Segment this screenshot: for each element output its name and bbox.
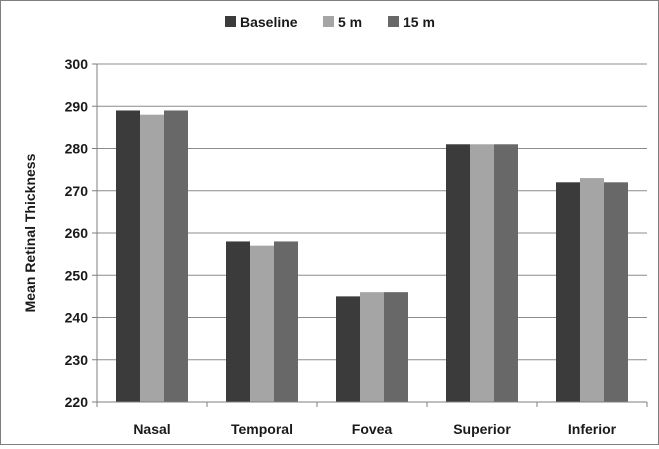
x-category-labels: Nasal Temporal Fovea Superior Inferior bbox=[133, 421, 616, 437]
legend-swatch bbox=[388, 16, 399, 27]
y-tick-label: 220 bbox=[65, 394, 89, 410]
bar-fovea-baseline bbox=[336, 296, 360, 402]
y-tick-label: 250 bbox=[65, 267, 89, 283]
bar-superior-baseline bbox=[446, 144, 470, 402]
x-category-label: Temporal bbox=[231, 421, 293, 437]
bar-nasal-15-m bbox=[164, 110, 188, 402]
y-tick-label: 300 bbox=[65, 56, 89, 72]
y-tick-label: 240 bbox=[65, 310, 89, 326]
bar-superior-5-m bbox=[470, 144, 494, 402]
bar-temporal-15-m bbox=[274, 241, 298, 402]
bar-temporal-5-m bbox=[250, 245, 274, 402]
legend-label: Baseline bbox=[240, 14, 298, 30]
bar-inferior-15-m bbox=[604, 182, 628, 402]
bar-nasal-baseline bbox=[116, 110, 140, 402]
y-tick-label: 280 bbox=[65, 141, 89, 157]
legend-label: 15 m bbox=[403, 14, 435, 30]
legend-label: 5 m bbox=[338, 14, 362, 30]
x-category-label: Inferior bbox=[568, 421, 617, 437]
axes bbox=[92, 63, 648, 407]
y-axis-label: Mean Retinal Thickness bbox=[22, 153, 38, 312]
legend-swatch bbox=[323, 16, 334, 27]
bars bbox=[116, 110, 628, 402]
x-category-label: Nasal bbox=[133, 421, 170, 437]
gridlines bbox=[97, 63, 647, 361]
bar-inferior-baseline bbox=[556, 182, 580, 402]
y-tick-labels: 220 230 240 250 260 270 280 290 300 bbox=[65, 56, 89, 410]
bar-fovea-5-m bbox=[360, 292, 384, 402]
y-tick-label: 230 bbox=[65, 352, 89, 368]
bar-fovea-15-m bbox=[384, 292, 408, 402]
y-tick-label: 260 bbox=[65, 225, 89, 241]
bar-superior-15-m bbox=[494, 144, 518, 402]
legend: Baseline 5 m 15 m bbox=[225, 14, 435, 30]
legend-swatch bbox=[225, 16, 236, 27]
x-category-label: Superior bbox=[453, 421, 511, 437]
bar-nasal-5-m bbox=[140, 114, 164, 402]
y-tick-label: 270 bbox=[65, 183, 89, 199]
x-category-label: Fovea bbox=[352, 421, 393, 437]
bar-temporal-baseline bbox=[226, 241, 250, 402]
bar-inferior-5-m bbox=[580, 178, 604, 402]
y-tick-label: 290 bbox=[65, 98, 89, 114]
